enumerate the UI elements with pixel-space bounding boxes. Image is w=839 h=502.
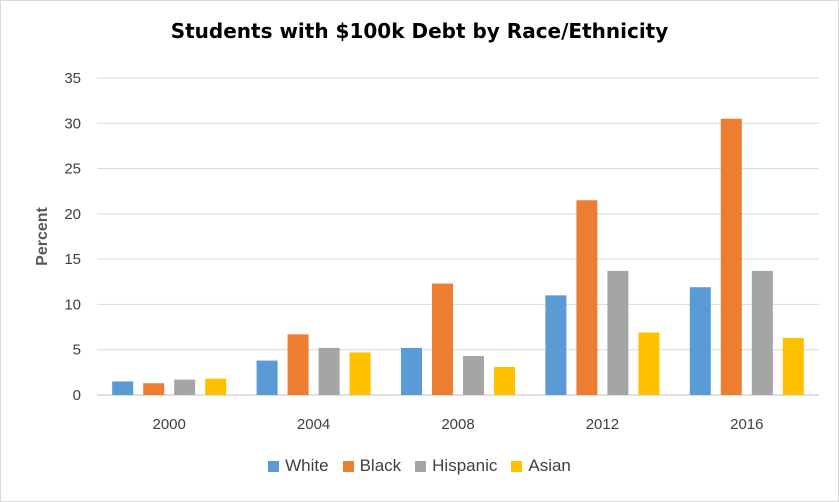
bar-asian-2012 <box>638 332 660 395</box>
legend: White Black Hispanic Asian <box>1 456 838 476</box>
bar-asian-2008 <box>494 366 515 395</box>
legend-swatch <box>342 460 354 472</box>
bar-black-2008 <box>432 283 453 395</box>
bar-hispanic-2004 <box>318 347 340 395</box>
y-tick-label: 0 <box>73 387 81 404</box>
legend-swatch <box>415 460 427 472</box>
legend-label: Hispanic <box>432 456 498 475</box>
bar-hispanic-2000 <box>174 379 196 395</box>
bar-white-2000 <box>112 381 134 395</box>
x-tick-label: 2000 <box>153 416 186 433</box>
y-tick-label: 30 <box>64 115 81 132</box>
y-tick-label: 20 <box>64 206 81 223</box>
x-tick-label: 2004 <box>297 416 330 433</box>
bar-black-2000 <box>143 383 165 395</box>
y-axis-label: Percent <box>34 206 51 265</box>
bar-hispanic-2016 <box>751 270 773 395</box>
bar-asian-2016 <box>782 337 804 395</box>
bar-hispanic-2012 <box>607 270 629 395</box>
bar-hispanic-2008 <box>463 356 484 395</box>
bar-asian-2000 <box>205 378 227 395</box>
x-tick-label: 2012 <box>586 416 619 433</box>
y-tick-label: 5 <box>73 342 81 359</box>
bar-white-2008 <box>401 347 422 395</box>
x-tick-label: 2016 <box>730 416 763 433</box>
x-tick-label: 2008 <box>441 416 474 433</box>
legend-item-white: White <box>268 456 329 476</box>
bar-asian-2004 <box>349 352 371 395</box>
legend-label: Black <box>359 456 402 475</box>
legend-item-asian: Asian <box>511 456 571 476</box>
y-tick-label: 15 <box>64 251 81 268</box>
legend-label: White <box>285 456 329 475</box>
bar-white-2004 <box>256 360 278 395</box>
bar-white-2012 <box>545 295 567 395</box>
bar-black-2004 <box>287 334 309 395</box>
legend-swatch <box>511 460 523 472</box>
legend-label: Asian <box>528 456 571 475</box>
y-tick-label: 25 <box>64 161 81 178</box>
bar-black-2012 <box>576 200 598 395</box>
legend-swatch <box>268 460 280 472</box>
chart-title: Students with $100k Debt by Race/Ethnici… <box>170 19 669 43</box>
bar-white-2016 <box>689 287 711 395</box>
legend-item-black: Black <box>342 456 402 476</box>
y-tick-label: 35 <box>64 70 81 87</box>
bar-black-2016 <box>720 118 742 395</box>
y-tick-label: 10 <box>64 296 81 313</box>
legend-item-hispanic: Hispanic <box>415 456 497 476</box>
